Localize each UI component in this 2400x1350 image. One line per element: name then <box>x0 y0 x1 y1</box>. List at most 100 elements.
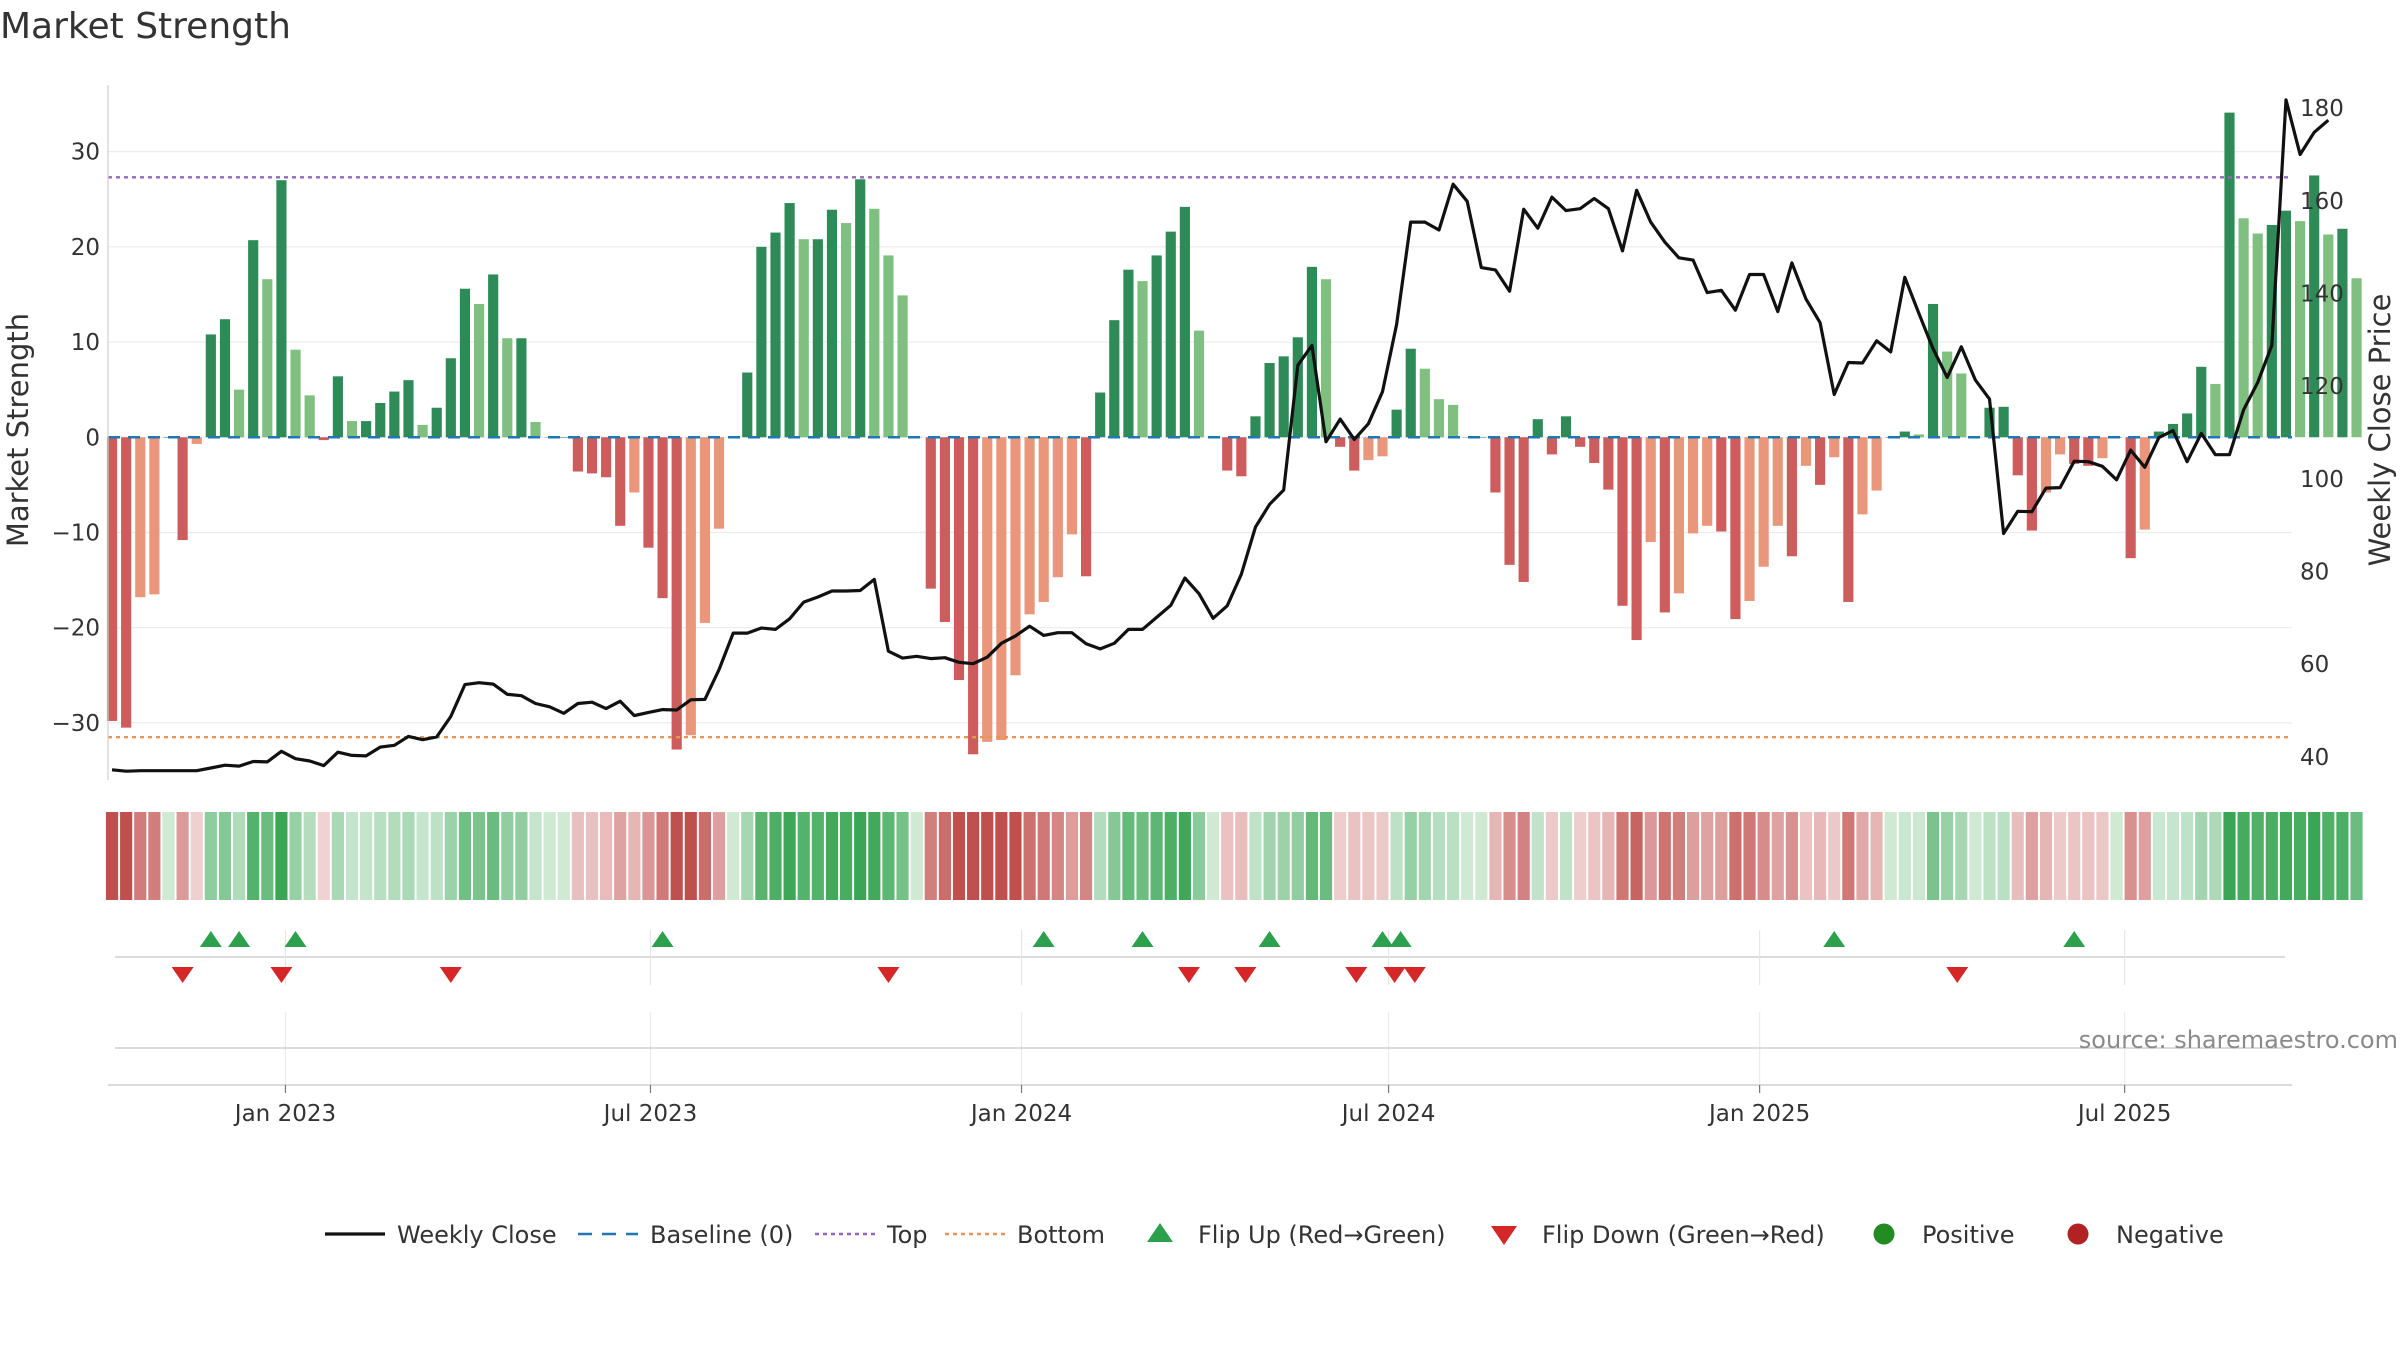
heat-cell-87 <box>1334 812 1347 900</box>
heat-cell-142 <box>2110 812 2123 900</box>
x-tick-label-5: Jul 2025 <box>2076 1101 2172 1127</box>
heat-cell-32 <box>557 812 570 900</box>
strength-bar-40 <box>671 437 682 750</box>
heat-cell-47 <box>769 812 782 900</box>
flip-up-marker-6 <box>1258 931 1281 947</box>
heat-cell-6 <box>190 812 203 900</box>
strength-bar-26 <box>473 303 485 438</box>
strength-bar-117 <box>1758 437 1769 567</box>
strength-bar-24 <box>445 358 456 438</box>
heat-cell-94 <box>1432 812 1446 900</box>
strength-bar-73 <box>1137 281 1148 438</box>
heat-cell-80 <box>1235 812 1248 900</box>
strength-bar-137 <box>2040 437 2052 493</box>
heat-cell-9 <box>232 812 246 900</box>
heat-cell-52 <box>840 812 853 900</box>
strength-bar-79 <box>1222 437 1233 471</box>
heat-cell-26 <box>472 812 486 900</box>
strength-bar-35 <box>601 437 612 478</box>
left-tick-label-4: −10 <box>51 520 100 546</box>
strength-bar-65 <box>1024 437 1035 615</box>
heat-cell-130 <box>1941 812 1954 900</box>
heat-cell-145 <box>2152 812 2165 900</box>
strength-bar-121 <box>1815 437 1826 485</box>
heat-cell-68 <box>1065 812 1079 900</box>
strength-bar-139 <box>2069 437 2080 464</box>
heat-cell-57 <box>910 812 923 900</box>
left-tick-label-5: −20 <box>51 616 100 642</box>
legend-label-0: Weekly Close <box>397 1221 557 1249</box>
strength-bar-11 <box>262 279 273 438</box>
heat-cell-95 <box>1447 812 1460 900</box>
strength-bar-32 <box>558 437 569 438</box>
heat-cell-53 <box>854 812 867 900</box>
strength-bar-155 <box>2294 221 2306 438</box>
strength-bar-86 <box>1320 279 1332 438</box>
legend-item-0: Weekly Close <box>325 1221 557 1249</box>
heat-cell-77 <box>1192 812 1206 900</box>
strength-bar-156 <box>2309 175 2320 438</box>
legend-label-3: Bottom <box>1017 1221 1105 1249</box>
heat-cell-71 <box>1108 812 1121 900</box>
right-tick-label-5: 80 <box>2300 560 2329 586</box>
legend-label-6: Positive <box>1922 1221 2015 1249</box>
strength-bar-19 <box>375 402 386 438</box>
flip-down-marker-0 <box>171 967 194 983</box>
heat-cell-121 <box>1814 812 1827 900</box>
strength-bar-0 <box>106 437 118 721</box>
strength-bar-52 <box>841 223 852 438</box>
flip-down-marker-6 <box>1345 967 1368 983</box>
strength-bar-112 <box>1687 437 1699 534</box>
strength-bar-74 <box>1151 255 1162 438</box>
left-axis-label: Market Strength <box>1 313 35 547</box>
heat-cell-112 <box>1686 812 1700 900</box>
strength-bar-1 <box>121 437 132 728</box>
heat-cell-138 <box>2054 812 2067 900</box>
heat-cell-97 <box>1475 812 1488 900</box>
legend-label-7: Negative <box>2116 1221 2224 1249</box>
strength-bar-141 <box>2097 437 2108 459</box>
weekly-close-line <box>111 98 2330 773</box>
strength-bar-91 <box>1391 409 1402 438</box>
strength-bar-158 <box>2337 228 2348 438</box>
strength-bar-28 <box>502 338 513 438</box>
strength-bar-133 <box>1984 407 1995 438</box>
heat-cell-125 <box>1870 812 1883 900</box>
strength-bar-116 <box>1744 437 1755 602</box>
strength-bar-14 <box>304 395 315 438</box>
heat-cell-63 <box>995 812 1008 900</box>
heat-cell-155 <box>2293 812 2307 900</box>
strength-bar-84 <box>1292 337 1303 438</box>
heat-cell-0 <box>105 812 119 900</box>
strength-bar-29 <box>516 338 527 438</box>
strength-bar-54 <box>869 208 880 438</box>
heat-cell-18 <box>360 812 373 900</box>
x-axis-ticks: Jan 2023 Jul 2023 Jan 2024 Jul 2024 Jan 2025… <box>233 1085 2172 1127</box>
strength-bar-3 <box>149 437 160 595</box>
strength-bar-98 <box>1490 437 1501 493</box>
heat-cell-158 <box>2336 812 2349 900</box>
heat-cell-126 <box>1884 812 1897 900</box>
strength-bar-49 <box>798 239 809 438</box>
legend: Weekly Close Baseline (0) Top Bottom Flip Up… <box>325 1221 2224 1249</box>
strength-bar-34 <box>586 437 598 474</box>
strength-bar-87 <box>1335 437 1346 447</box>
flip-up-marker-10 <box>2063 931 2086 947</box>
strength-bar-16 <box>332 376 343 438</box>
heat-cell-111 <box>1672 812 1686 900</box>
strength-bar-92 <box>1405 348 1416 438</box>
flip-down-marker-1 <box>270 967 293 983</box>
heat-cell-21 <box>402 812 415 900</box>
strength-bar-56 <box>897 295 908 438</box>
strength-bar-88 <box>1349 437 1360 471</box>
heat-cell-43 <box>712 812 726 900</box>
strength-bar-151 <box>2238 218 2249 438</box>
flip-up-marker-0 <box>199 931 222 947</box>
right-tick-label-1: 160 <box>2300 189 2344 215</box>
right-tick-label-7: 40 <box>2300 745 2329 771</box>
heat-cell-51 <box>825 812 839 900</box>
strength-bar-113 <box>1702 437 1713 526</box>
source-note: source: sharemaestro.com <box>2079 1026 2398 1054</box>
heat-cell-50 <box>811 812 824 900</box>
strength-bar-70 <box>1095 392 1106 438</box>
